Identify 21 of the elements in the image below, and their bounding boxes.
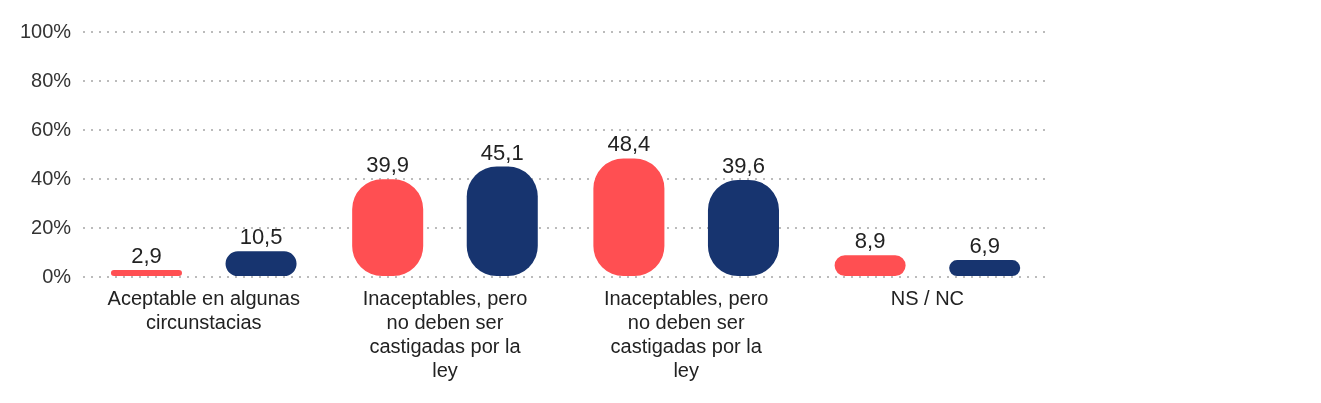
data-label: 2,9 <box>131 242 162 268</box>
data-label: 39,6 <box>722 153 765 179</box>
data-label: 45,1 <box>480 139 524 165</box>
y-tick-label: 60% <box>31 117 72 140</box>
data-label: 6,9 <box>969 233 1000 259</box>
data-label: 8,9 <box>854 228 886 254</box>
y-tick-label: 20% <box>31 215 72 238</box>
y-tick-label: 80% <box>31 68 72 91</box>
y-tick-label: 100% <box>20 19 72 42</box>
x-tick-label: Aceptable en algunas circunstacias <box>107 286 300 333</box>
x-tick-label: NS / NC <box>890 286 965 309</box>
bar <box>949 260 1021 276</box>
x-tick-label: Inaceptables, pero no deben ser castigadas por la ley <box>603 286 769 381</box>
y-tick-label: 40% <box>31 166 72 189</box>
data-label: 48,4 <box>607 131 651 157</box>
bar <box>110 269 182 276</box>
bar <box>834 255 906 276</box>
y-tick-label: 0% <box>42 264 72 287</box>
x-tick-label: Inaceptables, pero no deben ser castigadas por la ley <box>362 286 528 381</box>
data-label: 10,5 <box>239 224 283 250</box>
data-label: 39,9 <box>366 152 410 178</box>
